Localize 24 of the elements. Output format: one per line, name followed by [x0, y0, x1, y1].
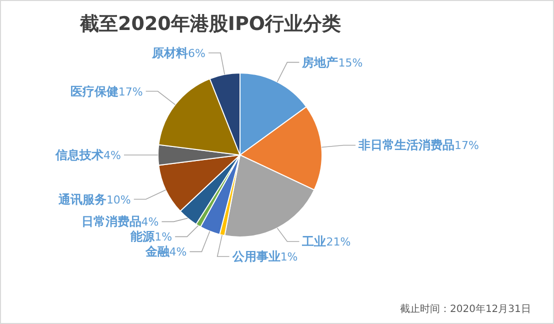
data-label: 17%	[454, 139, 479, 152]
data-label: 4%	[169, 246, 187, 259]
slice-label: 日常消费品	[81, 214, 142, 229]
data-label: 10%	[106, 193, 131, 206]
slice-label: 信息技术	[54, 148, 104, 162]
data-label: 4%	[141, 216, 159, 229]
slice-label: 医疗保健	[70, 84, 118, 98]
slice-label: 工业	[301, 234, 326, 248]
data-label: 1%	[280, 250, 298, 264]
data-label: 6%	[188, 46, 206, 60]
slice-label: 金融	[144, 244, 170, 259]
slice-label: 通讯服务	[57, 192, 106, 206]
data-label: 15%	[338, 56, 363, 70]
slice-label: 原材料	[151, 46, 188, 60]
data-label: 4%	[104, 149, 121, 162]
chart-title: 截至2020年港股IPO行业分类	[79, 13, 342, 35]
data-label: 21%	[326, 235, 351, 248]
data-label: 17%	[118, 85, 143, 98]
slice-label: 公用事业	[231, 249, 280, 264]
data-label: 1%	[154, 230, 172, 244]
slice-label: 房地产	[301, 55, 338, 70]
text: 截止时间：2020年12月31日	[400, 303, 531, 315]
slice-label: 非日常生活消费品	[358, 138, 455, 152]
slice-label: 能源	[130, 230, 156, 244]
